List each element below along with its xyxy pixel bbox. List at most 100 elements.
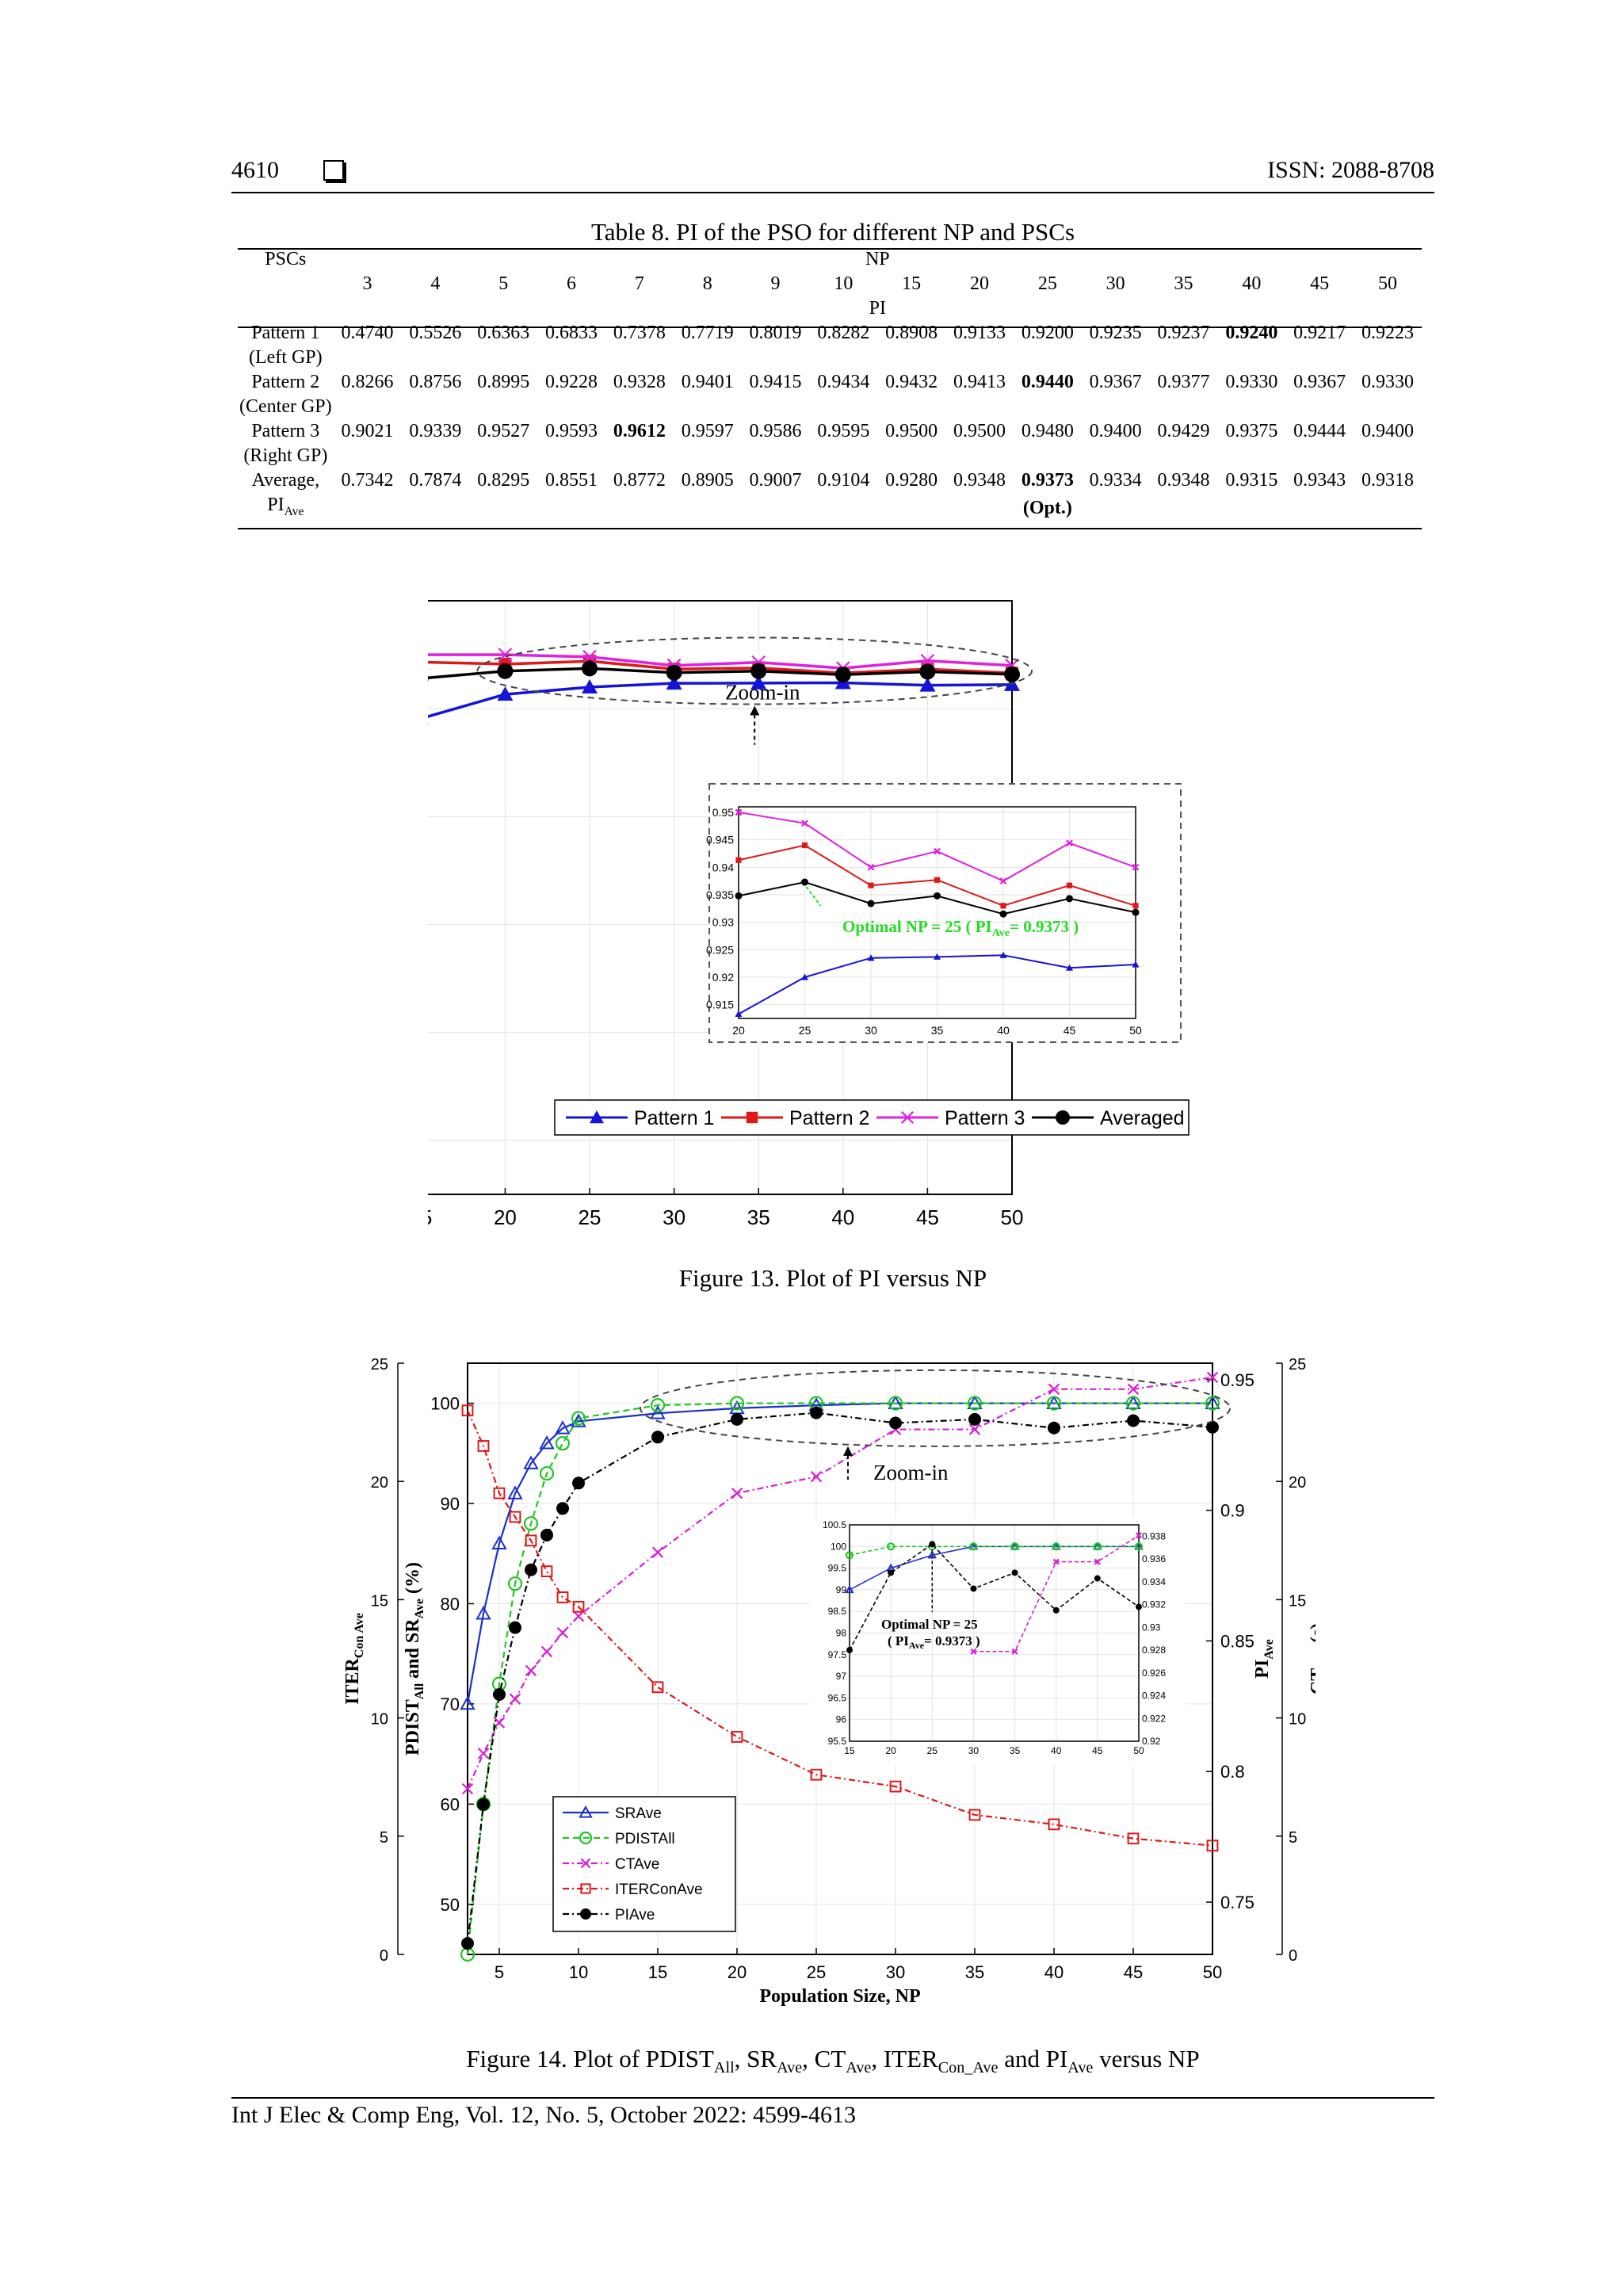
pi-cell: 0.9593 — [545, 421, 598, 441]
pi-cell: 0.9413 — [953, 372, 1006, 392]
table-bottom-rule — [238, 528, 1422, 529]
np-header: NP — [865, 249, 890, 269]
inset-data-point — [867, 954, 875, 961]
data-point — [556, 1502, 569, 1515]
right-inner-tick-label: 0.8 — [1220, 1762, 1245, 1782]
data-point — [556, 1626, 569, 1639]
series-line — [466, 1410, 1213, 1847]
pi-cell: 0.9440 — [1021, 372, 1074, 392]
row-label: Pattern 1 — [251, 323, 320, 343]
legend-label: Pattern 2 — [789, 1107, 869, 1129]
pi-cell: 0.9429 — [1157, 421, 1210, 441]
inset-data-point — [846, 1647, 853, 1654]
pi-cell: 0.9432 — [885, 372, 938, 392]
inset-series — [735, 951, 1140, 1018]
series-line — [466, 1376, 1213, 1790]
pi-cell: 0.9434 — [817, 372, 870, 392]
pi-cell: 0.9104 — [817, 470, 870, 491]
inset-left-tick-label: 96.5 — [828, 1692, 847, 1703]
inset-data-point — [970, 1648, 977, 1655]
x-tick-label: 25 — [807, 1962, 826, 1982]
pi-cell: 0.9375 — [1225, 421, 1278, 441]
inset-data-point — [845, 1584, 854, 1594]
zoom-ellipse — [476, 636, 1033, 705]
zoom-label: Zoom-in — [725, 681, 800, 705]
pi-cell: 0.9330 — [1225, 372, 1278, 392]
data-point — [540, 1645, 553, 1658]
pi-cell: 0.8282 — [817, 323, 870, 343]
right-outer-tick-label: 10 — [1289, 1711, 1306, 1729]
data-point — [968, 1412, 981, 1426]
issn: ISSN: 2088-8708 — [1267, 157, 1434, 183]
pi-cell: 0.9200 — [1021, 323, 1074, 343]
inset-x-tick-label: 25 — [927, 1745, 938, 1756]
pi-cell: 0.8908 — [885, 323, 938, 343]
inset-data-point — [1066, 882, 1073, 888]
data-point — [650, 1398, 666, 1413]
pi-cell: 0.9228 — [545, 372, 598, 392]
psc-header: PSCs — [265, 249, 307, 269]
data-point — [507, 1485, 523, 1499]
legend-entry: CTAve — [563, 1856, 659, 1873]
pi-cell: 0.9586 — [749, 421, 802, 441]
pi-cell: 0.9500 — [953, 421, 1006, 441]
x-tick-label: 30 — [663, 1205, 685, 1229]
inset-series — [846, 1541, 1142, 1654]
np-value: 8 — [702, 273, 712, 294]
pi-cell: 0.9237 — [1157, 323, 1210, 343]
inset-x-tick-label: 35 — [931, 1024, 944, 1037]
np-value: 30 — [1106, 273, 1125, 294]
inset-x-tick-label: 45 — [1064, 1024, 1076, 1037]
inset-data-point — [999, 910, 1007, 918]
data-point — [1125, 1396, 1141, 1411]
inset-data-point — [1134, 1542, 1144, 1551]
data-point — [477, 1797, 490, 1811]
optimal-label: Optimal NP = 25 ( PIAve= 0.9373 ) — [842, 917, 1079, 939]
inset-data-point — [934, 953, 941, 960]
inset-series — [735, 808, 1140, 885]
table-row-sub: (Center GP) — [238, 395, 1422, 419]
data-point — [582, 660, 598, 677]
legend-entry: PIAve — [563, 1907, 655, 1924]
inset-data-point — [1132, 908, 1140, 916]
header-rule — [231, 192, 1434, 193]
left-inner-tick-label: 100 — [430, 1394, 460, 1414]
right-outer-tick-label: 0 — [1289, 1947, 1297, 1965]
pi-cell: 0.9612 — [613, 421, 666, 441]
data-point — [509, 1693, 521, 1705]
inset-data-point — [888, 1569, 895, 1576]
pi-cell: 0.9597 — [681, 421, 734, 441]
row-label: Pattern 3 — [251, 421, 320, 441]
left-outer-tick-label: 20 — [371, 1474, 388, 1492]
data-point — [460, 1695, 475, 1710]
pi-cell: 0.8019 — [749, 323, 802, 343]
np-value: 25 — [1037, 273, 1057, 294]
x-tick-label: 40 — [1044, 1962, 1064, 1982]
inset-right-tick-label: 0.932 — [1142, 1599, 1166, 1610]
inset-left-tick-label: 99.5 — [828, 1563, 847, 1574]
x-tick-label: 15 — [428, 1205, 432, 1229]
inset-data-point — [735, 857, 742, 863]
data-point — [1127, 1383, 1140, 1396]
data-point — [1048, 1421, 1060, 1435]
inset-series-line — [849, 1543, 1140, 1651]
inset-data-point — [887, 1542, 896, 1551]
inset-y-tick-label: 0.935 — [706, 888, 734, 901]
inset-data-point — [1136, 1603, 1142, 1610]
pi-cell: 0.9367 — [1293, 372, 1346, 392]
data-point — [666, 675, 682, 690]
data-point — [572, 1600, 585, 1613]
series-line — [428, 653, 1013, 670]
pi-table: PSCs NP 3 4 5 6 7 8 9 10 15 20 25 30 35 40 45 50 PI Pat… — [238, 247, 1422, 524]
left-outer-tick-label: 25 — [371, 1356, 388, 1373]
inset-data-point — [735, 808, 743, 816]
np-value: 20 — [970, 273, 989, 294]
np-value: 9 — [770, 273, 781, 294]
inset-y-tick-label: 0.94 — [712, 861, 734, 873]
data-point — [461, 1782, 474, 1795]
inset-x-tick-label: 20 — [732, 1024, 745, 1037]
pi-cell: 0.9343 — [1293, 470, 1346, 491]
inset-x-tick-label: 35 — [1010, 1745, 1021, 1756]
left-inner-tick-label: 60 — [441, 1794, 460, 1814]
inset-data-point — [801, 819, 808, 827]
